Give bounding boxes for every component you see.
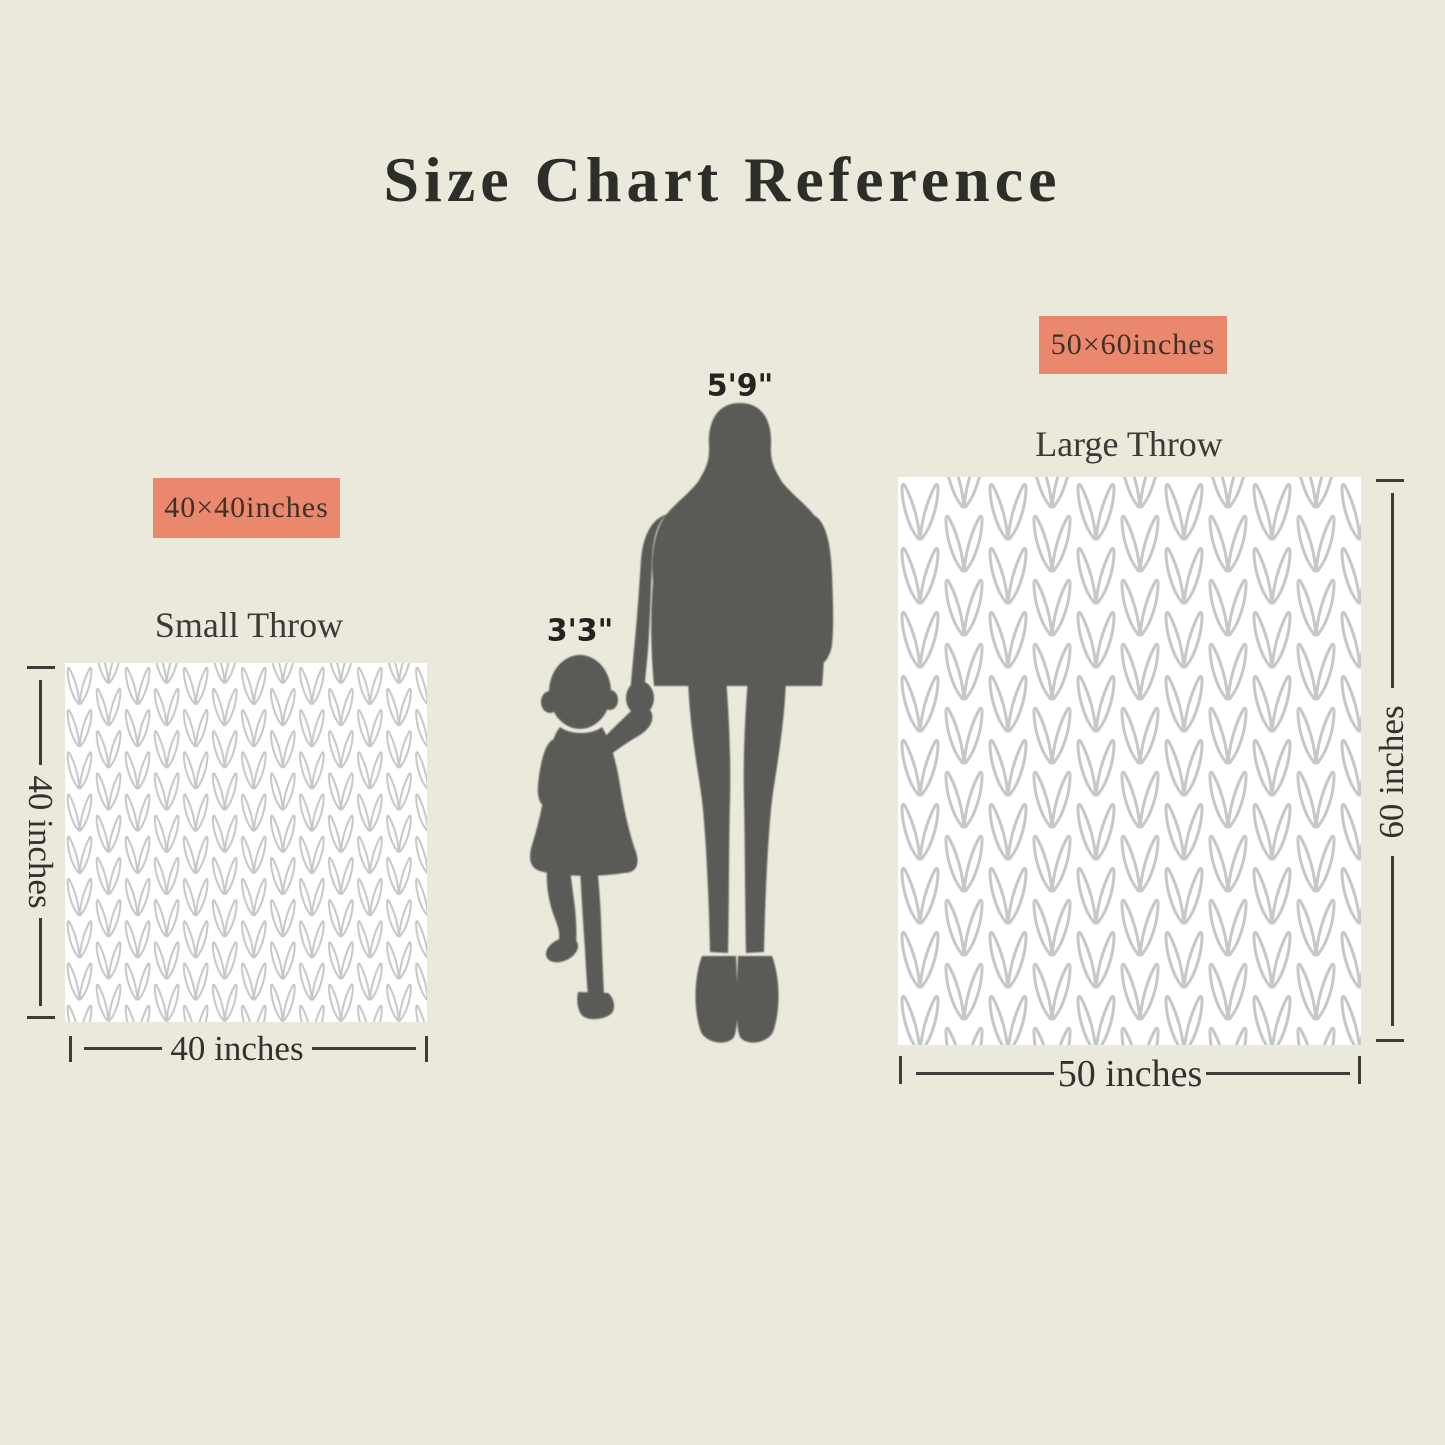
woman-right-leg xyxy=(743,678,786,953)
small-throw-swatch xyxy=(65,663,427,1022)
dim-large-height-tick-top xyxy=(1376,479,1404,482)
dim-small-width-tick-left xyxy=(69,1036,72,1062)
knit-texture-small xyxy=(65,663,427,1022)
woman-torso xyxy=(651,502,825,686)
child-side-arm xyxy=(537,740,560,806)
dim-small-width-line-left xyxy=(84,1047,162,1050)
page-title: Size Chart Reference xyxy=(383,144,1062,215)
dim-large-height-line-lower xyxy=(1391,856,1394,1026)
dim-small-height-line-upper xyxy=(39,680,42,765)
joined-hands xyxy=(626,681,654,715)
woman-left-shoe xyxy=(695,956,738,1043)
size-badge-large: 50×60inches xyxy=(1039,316,1227,374)
child-right-leg xyxy=(580,864,604,996)
child-dress xyxy=(530,727,638,876)
size-badge-small: 40×40inches xyxy=(153,478,340,538)
dim-large-width-tick-left xyxy=(899,1056,902,1084)
small-throw-title: Small Throw xyxy=(154,605,344,645)
knit-texture-large xyxy=(898,477,1361,1045)
dim-large-width-label: 50 inches xyxy=(1057,1053,1203,1095)
dim-large-width-line-left xyxy=(916,1072,1054,1075)
woman-right-hand xyxy=(804,631,830,665)
child-left-foot xyxy=(545,937,579,963)
child-left-leg xyxy=(546,860,577,945)
dim-small-height-tick-bottom xyxy=(27,1016,55,1019)
large-throw-title: Large Throw xyxy=(1035,424,1223,464)
dim-large-height-line-upper xyxy=(1391,493,1394,688)
dim-small-height-line-lower xyxy=(39,918,42,1006)
child-hair-right xyxy=(602,690,618,710)
dim-small-height-tick-top xyxy=(27,666,55,669)
dim-small-width-tick-right xyxy=(425,1036,428,1062)
woman-left-arm xyxy=(630,514,668,714)
woman-right-arm xyxy=(799,515,834,664)
dim-large-height-tick-bottom xyxy=(1376,1039,1404,1042)
dim-small-width-label: 40 inches xyxy=(170,1029,304,1068)
child-hair-left xyxy=(541,691,559,713)
child-right-foot xyxy=(577,992,615,1020)
dim-large-width-line-right xyxy=(1206,1072,1350,1075)
child-height-label: 3'3" xyxy=(546,613,614,649)
woman-left-leg xyxy=(688,678,731,953)
woman-right-shoe xyxy=(736,956,779,1043)
large-throw-swatch xyxy=(898,477,1361,1045)
dim-large-width-tick-right xyxy=(1358,1056,1361,1084)
child-head xyxy=(549,655,611,729)
dim-small-width-line-right xyxy=(312,1047,416,1050)
adult-height-label: 5'9" xyxy=(706,368,774,404)
size-badge-small-label: 40×40inches xyxy=(164,491,329,524)
size-badge-large-label: 50×60inches xyxy=(1050,328,1216,361)
